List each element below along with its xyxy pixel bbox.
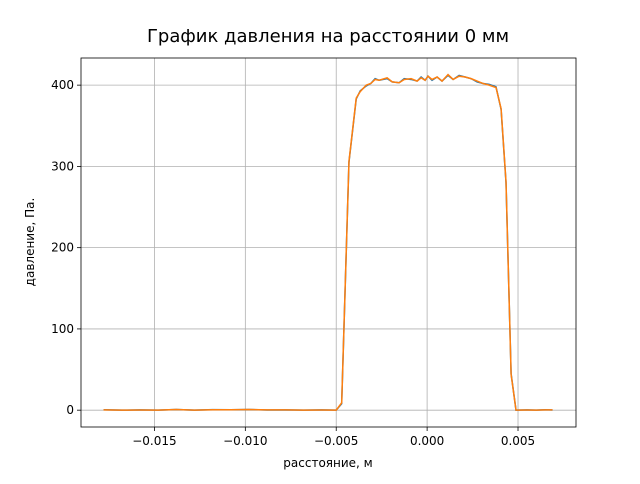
y-tick-label: 200 <box>51 241 74 255</box>
x-tick-label: −0.010 <box>223 434 267 448</box>
x-tick-label: 0.005 <box>501 434 535 448</box>
data-line <box>103 73 553 411</box>
x-tick-label: −0.015 <box>132 434 176 448</box>
y-tick-label: 0 <box>66 403 74 417</box>
x-tick-label: 0.000 <box>410 434 444 448</box>
x-tick-label: −0.005 <box>314 434 358 448</box>
y-tick-label: 300 <box>51 159 74 173</box>
x-axis-label: расстояние, м <box>283 456 372 470</box>
y-tick-label: 400 <box>51 78 74 92</box>
chart-title: График давления на расстоянии 0 мм <box>147 26 509 47</box>
y-tick-label: 100 <box>51 322 74 336</box>
plot-frame <box>80 57 577 428</box>
y-axis-label: давление, Па. <box>23 198 37 287</box>
